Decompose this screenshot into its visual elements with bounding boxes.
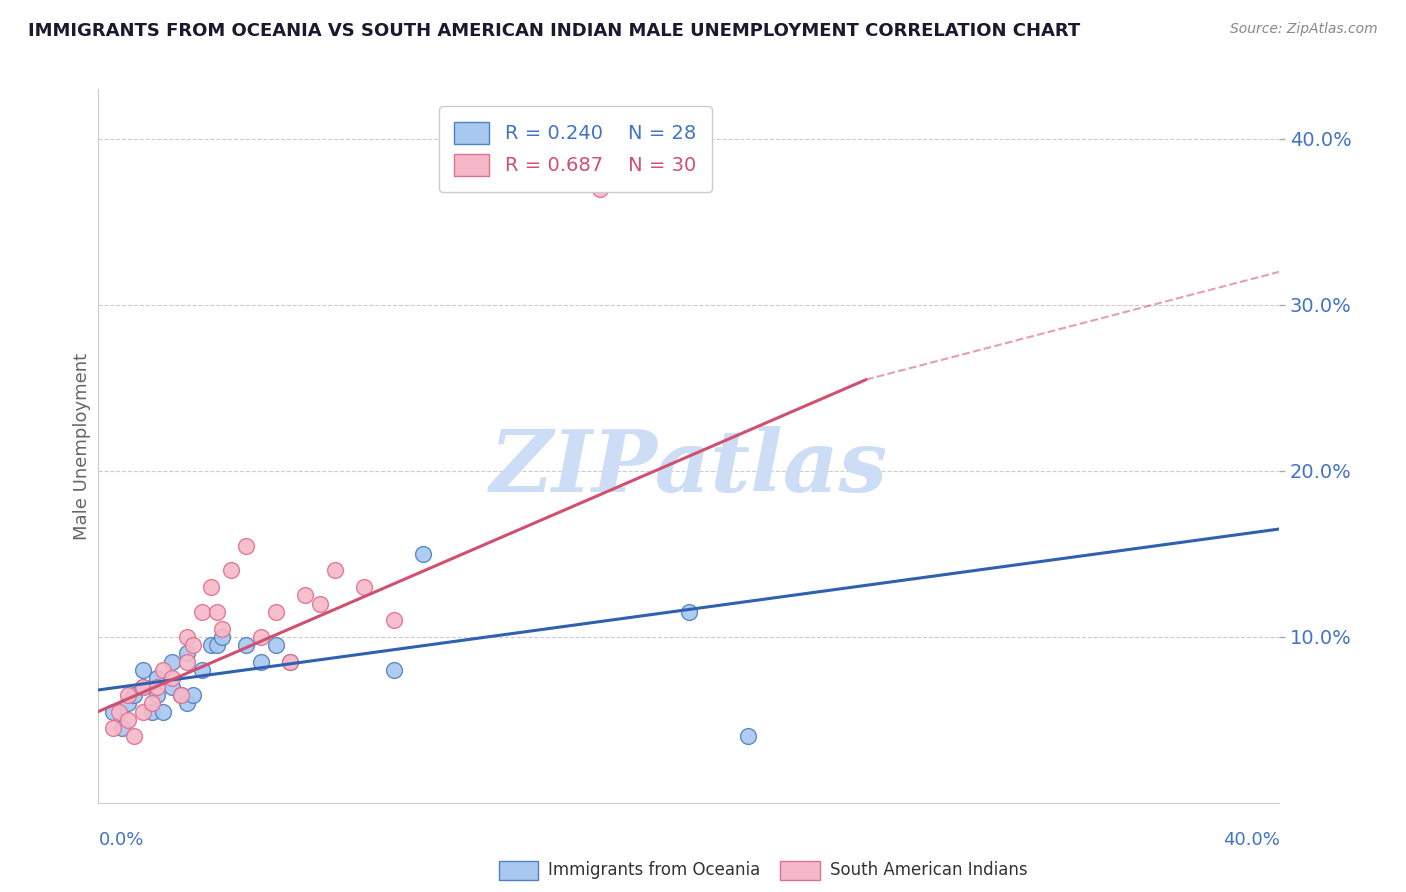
Point — [412, 547, 434, 561]
Point — [200, 638, 222, 652]
Point — [278, 655, 302, 669]
Point — [250, 655, 273, 669]
Point — [146, 671, 169, 685]
Point — [235, 539, 257, 553]
Point — [152, 663, 174, 677]
Point — [382, 663, 405, 677]
Point — [117, 696, 139, 710]
Point — [132, 680, 155, 694]
Point — [737, 730, 759, 744]
Point — [132, 663, 155, 677]
Point — [141, 696, 163, 710]
Point — [176, 630, 198, 644]
Point — [176, 647, 198, 661]
Point — [211, 630, 233, 644]
Point — [278, 655, 302, 669]
Point — [176, 696, 198, 710]
Text: ZIPatlas: ZIPatlas — [489, 425, 889, 509]
Point — [181, 688, 204, 702]
Point — [264, 638, 287, 652]
Y-axis label: Male Unemployment: Male Unemployment — [73, 352, 91, 540]
Point — [103, 705, 125, 719]
Point — [162, 655, 183, 669]
Point — [162, 671, 183, 685]
Point — [250, 630, 273, 644]
Point — [111, 721, 134, 735]
Text: Source: ZipAtlas.com: Source: ZipAtlas.com — [1230, 22, 1378, 37]
Legend: R = 0.240    N = 28, R = 0.687    N = 30: R = 0.240 N = 28, R = 0.687 N = 30 — [439, 106, 711, 192]
Point — [191, 663, 214, 677]
Point — [117, 713, 139, 727]
Point — [122, 688, 145, 702]
Point — [132, 705, 155, 719]
Point — [205, 605, 228, 619]
Point — [181, 638, 204, 652]
Point — [170, 688, 193, 702]
Point — [200, 580, 222, 594]
Point — [146, 688, 169, 702]
Point — [146, 680, 169, 694]
Point — [353, 580, 375, 594]
Point — [678, 605, 700, 619]
Point — [103, 721, 125, 735]
Text: 40.0%: 40.0% — [1223, 831, 1279, 849]
Text: Immigrants from Oceania: Immigrants from Oceania — [548, 861, 761, 879]
Point — [382, 613, 405, 627]
Text: IMMIGRANTS FROM OCEANIA VS SOUTH AMERICAN INDIAN MALE UNEMPLOYMENT CORRELATION C: IMMIGRANTS FROM OCEANIA VS SOUTH AMERICA… — [28, 22, 1080, 40]
Point — [117, 688, 139, 702]
Point — [152, 705, 174, 719]
Point — [211, 622, 233, 636]
Point — [323, 564, 346, 578]
Point — [108, 705, 131, 719]
Point — [264, 605, 287, 619]
Point — [219, 564, 242, 578]
Text: South American Indians: South American Indians — [830, 861, 1028, 879]
Point — [162, 680, 183, 694]
Point — [294, 588, 316, 602]
Point — [141, 705, 163, 719]
Point — [309, 597, 332, 611]
Point — [170, 688, 193, 702]
Point — [205, 638, 228, 652]
Point — [589, 182, 612, 196]
Point — [191, 605, 214, 619]
Text: 0.0%: 0.0% — [98, 831, 143, 849]
Point — [132, 680, 155, 694]
Point — [122, 730, 145, 744]
Point — [235, 638, 257, 652]
Point — [176, 655, 198, 669]
